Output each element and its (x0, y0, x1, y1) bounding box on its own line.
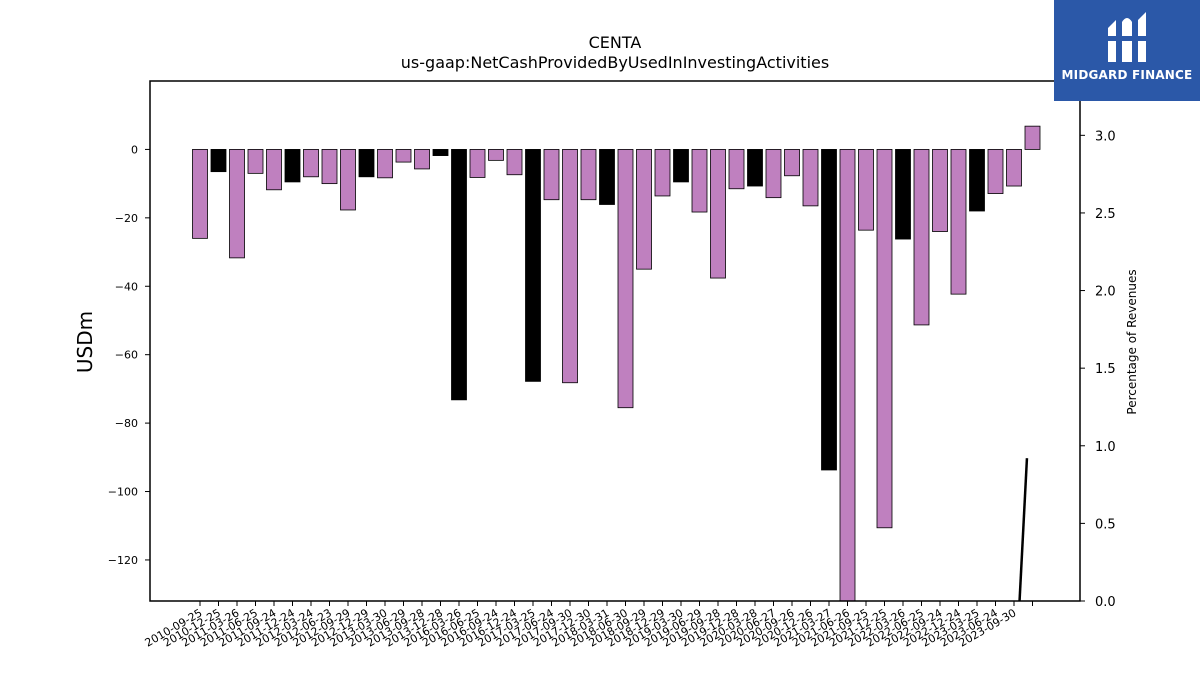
y-axis: 0 −20 −40 −60 −80 −100 −120 (108, 143, 150, 567)
y-axis-label: USDm (73, 311, 97, 373)
bar (580, 149, 597, 201)
bar (654, 149, 671, 197)
y2-tick-label: 3.0 (1095, 129, 1116, 144)
bar (858, 149, 874, 231)
bar (636, 149, 652, 270)
y2-tick-label: 1.0 (1095, 440, 1116, 455)
y2-tick-label: 1.5 (1095, 362, 1116, 377)
y2-tick-label: 0.5 (1095, 517, 1116, 532)
bar (321, 149, 338, 185)
chart-title: CENTA (589, 33, 642, 52)
bar (266, 149, 282, 191)
bar (673, 149, 689, 183)
bar (932, 149, 948, 232)
bar (599, 149, 615, 205)
y-tick-label: −60 (115, 349, 138, 362)
bar (414, 149, 430, 170)
bar (303, 149, 319, 178)
trend-line (1018, 458, 1029, 601)
bar (728, 149, 745, 190)
y2-tick-label: 2.5 (1095, 207, 1116, 222)
bar (876, 149, 893, 529)
y2-axis: 0.0 0.5 1.0 1.5 2.0 2.5 3.0 (1080, 129, 1116, 610)
bar (765, 149, 782, 199)
bar (229, 149, 245, 259)
y-tick-label: 0 (131, 143, 138, 156)
bar (895, 149, 911, 240)
bar (821, 149, 837, 471)
bar (432, 149, 449, 156)
chart-subtitle: us-gaap:NetCashProvidedByUsedInInvesting… (401, 53, 829, 72)
bar (451, 149, 467, 401)
bar (210, 149, 227, 173)
bar (192, 149, 208, 239)
bar (913, 149, 930, 326)
y-tick-label: −20 (115, 212, 138, 225)
midgard-logo-icon (1106, 12, 1148, 62)
bar (543, 149, 560, 201)
bar (358, 149, 375, 178)
y-tick-label: −100 (108, 486, 138, 499)
brand-name: MIDGARD FINANCE (1061, 68, 1193, 82)
y-tick-label: −80 (115, 417, 138, 430)
bar (617, 149, 634, 409)
bar (340, 149, 356, 211)
bar (784, 149, 800, 177)
y2-axis-label: Percentage of Revenues (1125, 269, 1139, 414)
bar (562, 149, 578, 384)
bar (1024, 125, 1041, 150)
bar (969, 149, 985, 212)
trend-line-group (1018, 458, 1029, 601)
y-tick-label: −40 (115, 280, 138, 293)
x-axis: 2010-09-252010-12-252011-03-262011-06-25… (143, 601, 1033, 650)
bars (192, 125, 1041, 601)
brand-logo: MIDGARD FINANCE (1054, 0, 1200, 101)
bar (395, 149, 412, 163)
bar (506, 149, 523, 176)
y2-tick-label: 2.0 (1095, 285, 1116, 300)
bar (1006, 149, 1022, 187)
bar (839, 149, 856, 601)
bar (710, 149, 726, 279)
bar (802, 149, 819, 207)
bar (525, 149, 541, 382)
bar (691, 149, 708, 213)
y2-tick-label: 0.0 (1095, 595, 1116, 610)
bar (247, 149, 264, 174)
bar (488, 149, 504, 161)
bar (747, 149, 763, 187)
plot-frame (149, 80, 1081, 602)
bar (469, 149, 486, 178)
bar (950, 149, 967, 295)
bar (284, 149, 301, 183)
y-tick-label: −120 (108, 554, 138, 567)
bar (377, 149, 393, 179)
bar (987, 149, 1004, 194)
